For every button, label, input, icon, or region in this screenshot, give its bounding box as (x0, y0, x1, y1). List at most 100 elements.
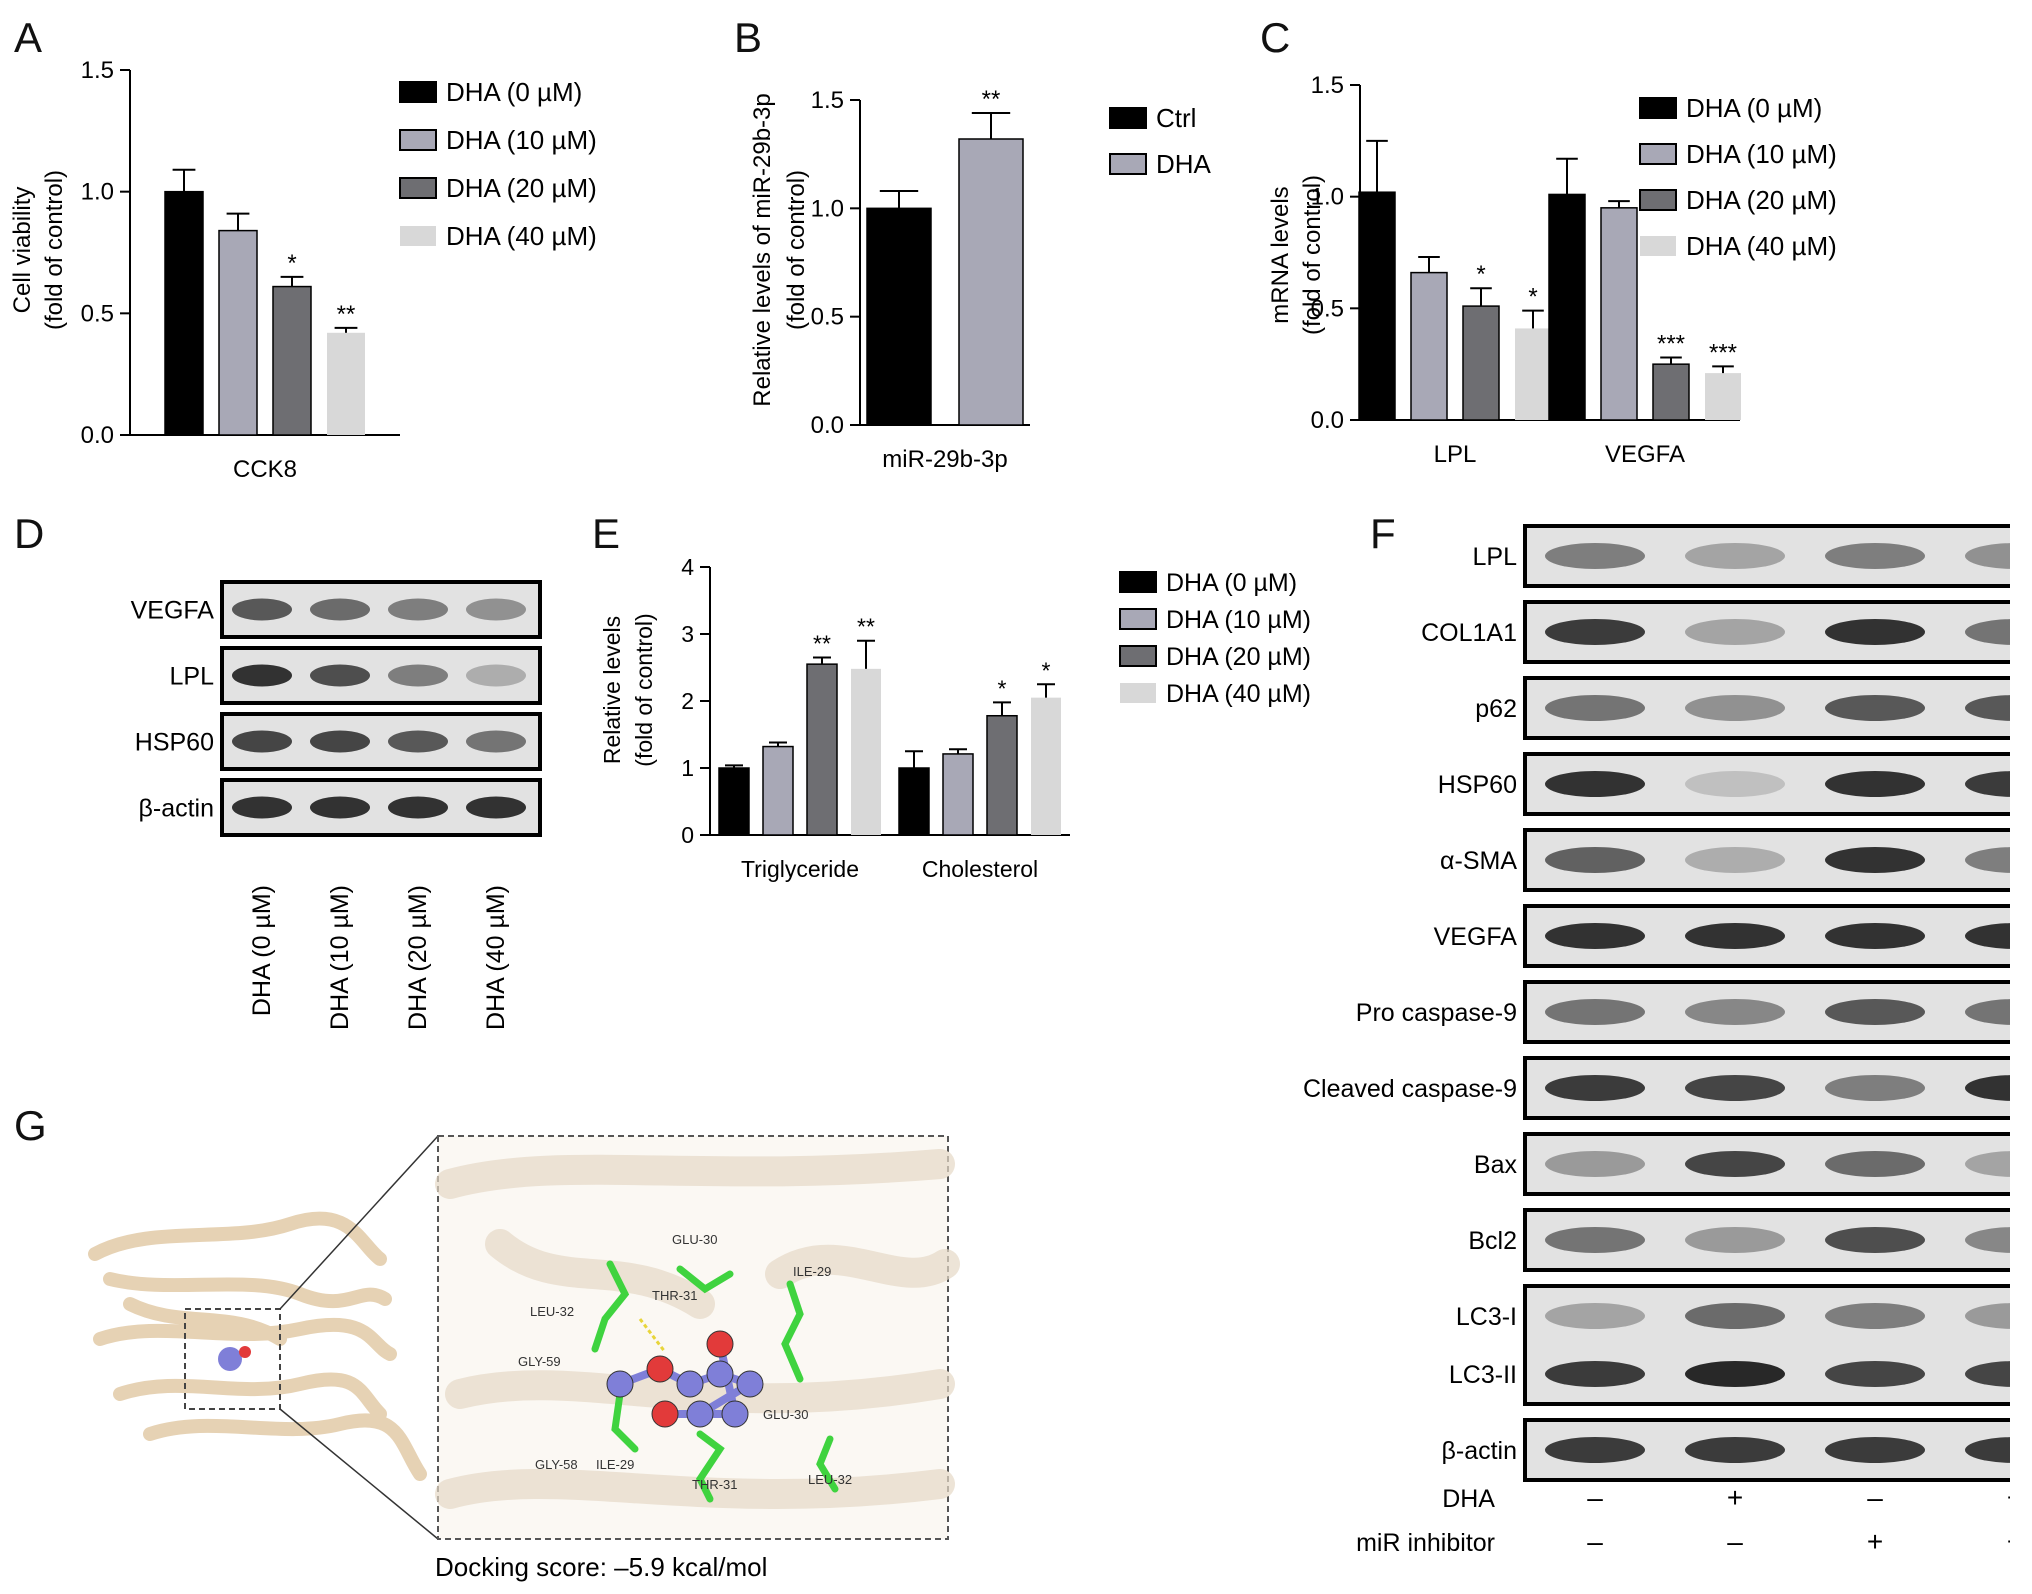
legend-label: DHA (0 µM) (446, 77, 582, 107)
significance-label: *** (1657, 330, 1685, 357)
blot-band (1965, 695, 2010, 721)
blot-band (1965, 1437, 2010, 1463)
y-tick-label: 0 (681, 822, 694, 848)
legend-swatch (1120, 683, 1156, 703)
bar (958, 138, 1024, 426)
y-tick-label: 0.5 (1311, 295, 1344, 322)
zoom-ribbon (445, 1369, 955, 1414)
blot-band (310, 598, 370, 621)
y-axis-label: (fold of control) (631, 613, 657, 766)
condition-sign: – (1587, 1482, 1603, 1513)
blot-band (1685, 543, 1785, 569)
legend-swatch (1640, 236, 1676, 256)
condition-label: miR inhibitor (1356, 1529, 1495, 1557)
blot-band (1825, 1303, 1925, 1329)
blot-band (232, 730, 292, 753)
bar (851, 668, 881, 835)
y-axis-label: Relative levels (599, 616, 625, 764)
blot-band (1685, 619, 1785, 645)
x-category-label: Cholesterol (922, 856, 1038, 882)
legend-label: DHA (40 µM) (1686, 231, 1837, 261)
blot-band (1685, 695, 1785, 721)
residue-label: ILE-29 (596, 1457, 634, 1472)
docking-score: Docking score: –5.9 kcal/mol (435, 1552, 767, 1582)
blot-band (1825, 1151, 1925, 1177)
zoom-connector (279, 1408, 439, 1540)
residue-label: GLY-59 (518, 1354, 561, 1369)
blot-row-label: Bcl2 (1468, 1227, 1517, 1255)
y-tick-label: 1.5 (811, 87, 844, 114)
zoom-ribbon (435, 1149, 955, 1199)
blot-band (1545, 1437, 1645, 1463)
blot-lane-label: DHA (40 µM) (482, 885, 510, 1030)
condition-sign: + (2007, 1482, 2010, 1513)
blot-band (466, 796, 526, 819)
y-tick-label: 0.0 (811, 412, 844, 439)
ligand-atom (736, 1370, 764, 1398)
blot-band (388, 598, 448, 621)
residue-label: LEU-32 (808, 1472, 852, 1487)
bar (218, 229, 258, 436)
blot-band (466, 598, 526, 621)
blot-band (1545, 923, 1645, 949)
y-tick-label: 2 (681, 688, 694, 714)
blot-row-label: Bax (1474, 1151, 1518, 1179)
blot-row-label: VEGFA (1434, 923, 1518, 951)
bar (762, 745, 794, 836)
y-tick-label: 1 (681, 755, 694, 781)
zoom-connector (279, 1135, 439, 1310)
significance-label: *** (1709, 339, 1737, 366)
blot-band (1825, 1075, 1925, 1101)
blot-row-label: p62 (1475, 695, 1517, 723)
condition-sign: – (1587, 1526, 1603, 1557)
blot-band (1965, 619, 2010, 645)
legend-label: DHA (40 µM) (1166, 680, 1311, 708)
panel-label-a: A (14, 14, 43, 61)
blot-band (232, 664, 292, 687)
significance-label: ** (982, 86, 1001, 113)
chart-cell-viability: 0.0 0.5 1.0 1.5 Cell viability (fold of contr… (9, 57, 597, 483)
blot-lane-label: DHA (20 µM) (404, 885, 432, 1030)
protein-ribbon (113, 1372, 387, 1421)
residue-label: ILE-29 (793, 1264, 831, 1279)
y-tick-label: 1.0 (811, 195, 844, 222)
condition-label: DHA (1442, 1485, 1495, 1513)
blot-band (1545, 1075, 1645, 1101)
blot-row-label: HSP60 (135, 729, 214, 757)
zoom-region-box (184, 1308, 281, 1410)
western-blot-d: VEGFA LPL HSP60 β-actin DHA (0 µM) DHA (10 µM… (131, 580, 542, 1030)
residue-label: LEU-32 (530, 1304, 574, 1319)
significance-label: * (287, 250, 296, 277)
protein-ribbon (143, 1413, 427, 1481)
significance-label: * (998, 675, 1007, 701)
residue-label: THR-31 (652, 1288, 698, 1303)
legend-label: DHA (40 µM) (446, 221, 597, 251)
zoom-ribbon (485, 1229, 715, 1319)
bar (1548, 193, 1586, 421)
zoom-ribbon (765, 1244, 960, 1289)
blot-band (1545, 619, 1645, 645)
blot-band (1545, 999, 1645, 1025)
y-axis-label: Relative levels of miR-29b-3p (749, 93, 776, 406)
zoom-ribbon (435, 1469, 955, 1509)
legend-swatch (1109, 107, 1147, 129)
blot-row-label: β-actin (138, 795, 214, 823)
ligand-atom (676, 1370, 704, 1398)
blot-band (466, 664, 526, 687)
blot-band (1545, 771, 1645, 797)
blot-band (1685, 923, 1785, 949)
ligand-atom (651, 1400, 679, 1428)
blot-band (310, 796, 370, 819)
protein-ribbon (123, 1297, 287, 1346)
bar (806, 663, 838, 836)
blot-band (388, 730, 448, 753)
residue-label: GLY-58 (535, 1457, 578, 1472)
x-category-label: VEGFA (1605, 441, 1685, 468)
blot-band (1825, 543, 1925, 569)
protein-ribbon (93, 1317, 397, 1361)
legend-label: Ctrl (1156, 103, 1196, 133)
residue-label: THR-31 (692, 1477, 738, 1492)
blot-band (1965, 923, 2010, 949)
y-tick-label: 1.0 (1311, 184, 1344, 211)
